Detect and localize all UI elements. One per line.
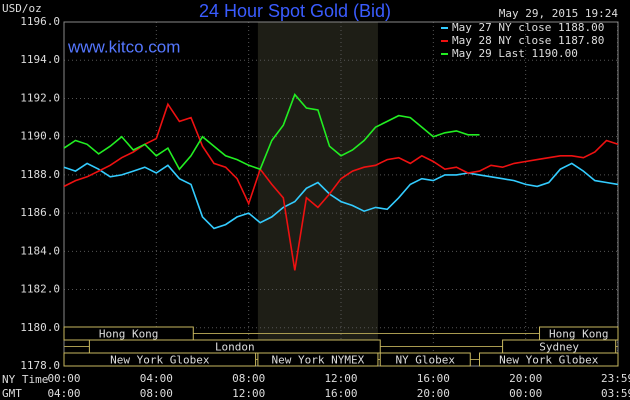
shaded-region [257,22,378,366]
chart-title: 24 Hour Spot Gold (Bid) [199,1,391,21]
legend-label: May 27 NY close 1188.00 [452,21,604,34]
session-label: Hong Kong [549,328,609,341]
y-tick-label: 1180.0 [20,321,60,334]
session-box [257,352,379,367]
x2-axis-label: GMT [2,387,22,400]
x2-tick-label: 16:00 [324,387,357,400]
session-label: London [215,341,255,354]
y-tick-label: 1186.0 [20,206,60,219]
y-tick-label: 1178.0 [20,359,60,372]
x2-tick-label: 03:59 [601,387,630,400]
session-label: NY Globex [395,354,455,367]
session-box [63,352,257,367]
session-label: New York NYMEX [272,354,365,367]
x2-tick-label: 20:00 [417,387,450,400]
x2-tick-label: 08:00 [140,387,173,400]
x-tick-label: 12:00 [324,372,357,385]
y-tick-label: 1188.0 [20,168,60,181]
session-label: Sydney [539,341,579,354]
x2-tick-label: 04:00 [47,387,80,400]
x-tick-label: 08:00 [232,372,265,385]
x-tick-label: 04:00 [140,372,173,385]
series-line [63,102,619,271]
series-line [63,162,619,230]
legend-label: May 29 Last 1190.00 [452,47,578,60]
session-box [379,352,471,367]
series-line [63,93,480,171]
x-axis-label: NY Time [2,373,48,386]
y-tick-label: 1196.0 [20,15,60,28]
y-axis-label: USD/oz [2,2,42,15]
x-tick-label: 23:59 [601,372,630,385]
y-tick-label: 1182.0 [20,283,60,296]
legend-label: May 28 NY close 1187.80 [452,34,604,47]
session-box [479,352,619,367]
x2-tick-label: 00:00 [509,387,542,400]
x-tick-label: 00:00 [47,372,80,385]
session-label: New York Globex [499,354,599,367]
y-tick-label: 1190.0 [20,130,60,143]
y-tick-label: 1184.0 [20,244,60,257]
watermark: www.kitco.com [67,37,180,56]
x-tick-label: 16:00 [417,372,450,385]
y-tick-label: 1194.0 [20,53,60,66]
session-label: Hong Kong [99,328,159,341]
y-tick-label: 1192.0 [20,91,60,104]
timestamp: May 29, 2015 19:24 [499,7,619,20]
x-tick-label: 20:00 [509,372,542,385]
x2-tick-label: 12:00 [232,387,265,400]
session-label: New York Globex [110,354,210,367]
